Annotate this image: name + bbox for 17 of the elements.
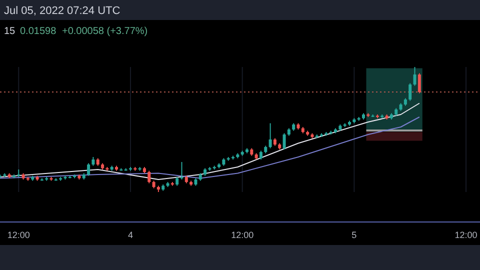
x-tick-label: 4 [128, 230, 133, 240]
text: +0.00058 (+3.77%) [62, 26, 148, 37]
text: 0.01598 [20, 26, 57, 37]
candlestick [180, 162, 184, 180]
text: Jul 05, 2022 07:24 UTC [4, 5, 120, 17]
candlestick [408, 82, 412, 102]
candlestick [87, 162, 90, 176]
candlestick [148, 170, 151, 184]
x-tick-label: 5 [352, 230, 357, 240]
x-tick-label: 12:00 [7, 230, 30, 240]
x-tick-label: 12:00 [454, 230, 478, 240]
candlestick [413, 66, 416, 86]
candlestick [268, 122, 272, 149]
candlestick [282, 132, 286, 150]
text: 15 [4, 26, 16, 37]
candlestick [418, 72, 421, 94]
x-tick-label: 12:00 [231, 230, 254, 240]
